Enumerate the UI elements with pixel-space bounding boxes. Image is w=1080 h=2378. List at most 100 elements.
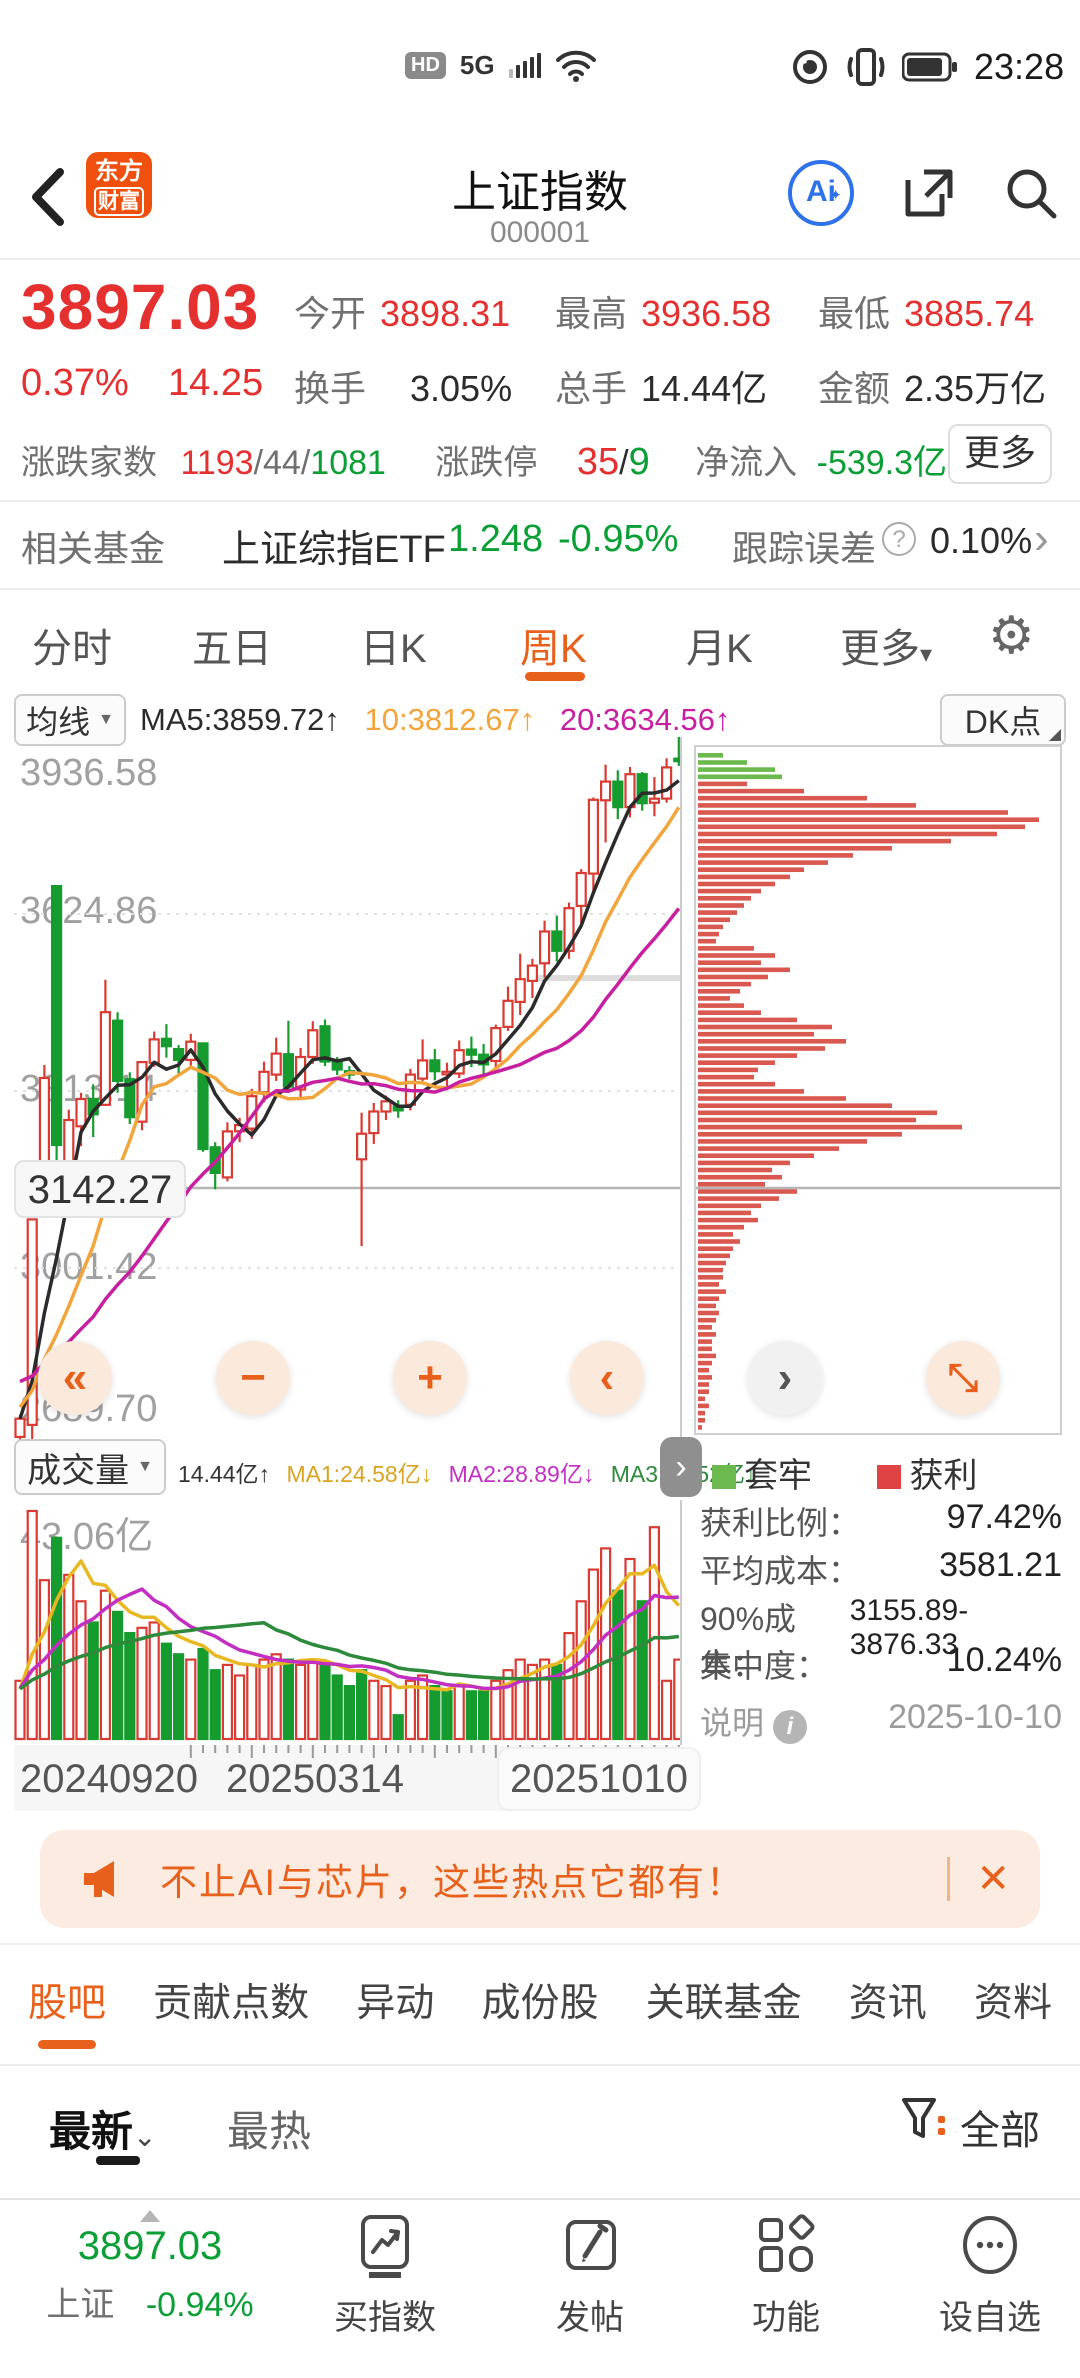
fund-name: 上证综指ETF — [222, 529, 446, 571]
post-icon — [566, 2220, 616, 2270]
change-value: 14.25 — [168, 362, 264, 404]
avg-cost-row: 平均成本： 3581.21 — [700, 1546, 1062, 1589]
ma-selector-button[interactable]: 均线 ▼ — [14, 694, 126, 746]
tab-related-funds[interactable]: 关联基金 — [645, 1982, 802, 2025]
nav-index-pct: -0.94% — [145, 2286, 254, 2324]
nav-label: 买指数 — [334, 2299, 436, 2337]
banner-divider — [947, 1857, 951, 1901]
nav-label: 发帖 — [556, 2299, 624, 2337]
fullscreen-button[interactable]: ⤡ — [926, 1341, 1000, 1415]
tab-profile[interactable]: 资料 — [973, 1982, 1052, 2025]
related-fund-row[interactable]: 相关基金 上证综指ETF 1.248 -0.95% 跟踪误差 ? 0.10% › — [0, 512, 1080, 578]
stock-code: 000001 — [489, 216, 591, 249]
clock: 23:28 — [974, 46, 1065, 87]
nav-index-quote[interactable]: 3897.03 上证 -0.94% — [30, 2210, 270, 2326]
help-icon[interactable]: ? — [882, 522, 916, 556]
ai-label: Ai — [806, 175, 836, 208]
pan-left-button[interactable]: ‹ — [570, 1341, 644, 1415]
buy-index-icon — [361, 2215, 409, 2278]
expand-handle[interactable]: › — [660, 1437, 702, 1497]
pan-right-button[interactable]: › — [748, 1341, 822, 1415]
volume-current: 14.44亿↑ — [178, 1461, 271, 1487]
filter-all-label[interactable]: 全部 — [960, 2109, 1040, 2153]
back-icon[interactable] — [28, 166, 68, 228]
chip-date: 2025-10-10 — [888, 1698, 1062, 1736]
nav-label: 设自选 — [939, 2299, 1041, 2337]
feed-sort-row: 最新⌄ 最热 全部 — [0, 2080, 1080, 2198]
bottom-nav: 3897.03 上证 -0.94% 买指数 发帖 功能 — [0, 2198, 1080, 2378]
banner-text: 不止AI与芯片，这些热点它都有！ — [160, 1862, 745, 1903]
tab-movement[interactable]: 异动 — [356, 1982, 435, 2025]
status-bar: HD 5G 23:28 — [0, 40, 1080, 100]
chart-settings-gear-icon[interactable]: ⚙ — [988, 607, 1035, 665]
chip-distribution-panel[interactable] — [694, 745, 1062, 1435]
sort-hottest[interactable]: 最热 — [227, 2108, 312, 2155]
tab-five-day[interactable]: 五日 — [192, 627, 272, 671]
zoom-out-button[interactable]: − — [216, 1341, 290, 1415]
section-tab-bar: 股吧 贡献点数 异动 成份股 关联基金 资讯 资料 — [0, 1962, 1080, 2062]
tab-daily-k[interactable]: 日K — [360, 627, 427, 671]
nav-add-watchlist[interactable]: 设自选 — [905, 2214, 1075, 2339]
signal-strength-icon — [508, 52, 541, 78]
nav-post[interactable]: 发帖 — [510, 2214, 670, 2339]
profit-ratio-row: 获利比例： 97.42% — [700, 1498, 1062, 1541]
tab-monthly-k[interactable]: 月K — [686, 627, 753, 671]
share-icon[interactable] — [900, 164, 958, 222]
fund-pct: -0.95% — [558, 518, 679, 560]
app-logo: 东方 财富 — [86, 152, 152, 218]
x-axis-label: 20250314 — [226, 1757, 404, 1801]
kline-chart[interactable] — [14, 737, 682, 1445]
functions-grid-icon — [759, 2214, 815, 2272]
tab-news[interactable]: 资讯 — [848, 1982, 927, 2025]
volume-ma2: MA2:28.89亿↓ — [448, 1461, 595, 1487]
filter-funnel-icon[interactable] — [896, 2094, 948, 2146]
promo-banner[interactable]: 不止AI与芯片，这些热点它都有！ ✕ — [40, 1830, 1040, 1928]
volume-chart[interactable] — [14, 1500, 682, 1745]
rewind-button[interactable]: « — [38, 1341, 112, 1415]
triangle-up-icon — [140, 2210, 160, 2222]
volume-selector-button[interactable]: 成交量 ▼ — [14, 1439, 166, 1495]
price-line-tag: 3142.27 — [14, 1160, 186, 1218]
volume-max-label: 43.06亿 — [20, 1516, 154, 1558]
sparkle-icon: ✦ — [829, 187, 842, 204]
nav-functions[interactable]: 功能 — [706, 2214, 866, 2339]
tab-fenshi[interactable]: 分时 — [32, 627, 112, 671]
page-title: 上证指数 — [452, 168, 628, 217]
search-icon[interactable] — [1002, 164, 1060, 222]
tab-guba[interactable]: 股吧 — [28, 1982, 107, 2025]
trapped-legend-label: 套牢 — [744, 1457, 812, 1495]
tab-contribution[interactable]: 贡献点数 — [153, 1982, 310, 2025]
current-price: 3897.03 — [21, 271, 260, 343]
ai-assistant-button[interactable]: Ai ✦ — [788, 160, 854, 226]
note-label[interactable]: 说明 i — [700, 1698, 807, 1744]
tab-more[interactable]: 更多▾ — [840, 627, 933, 671]
y-axis-label: 3624.86 — [20, 890, 158, 932]
network-type-label: 5G — [459, 49, 495, 80]
stat-turnover: 换手 3.05% — [294, 368, 513, 409]
battery-icon — [902, 52, 957, 82]
stat-low: 最低 3885.74 — [818, 293, 1035, 334]
sort-newest[interactable]: 最新⌄ — [49, 2108, 157, 2155]
hd-badge: HD — [405, 51, 446, 79]
dropdown-arrow-icon: ▼ — [137, 1458, 153, 1475]
chip-note-row: 说明 i 2025-10-10 — [700, 1698, 1062, 1744]
banner-close-icon[interactable]: ✕ — [976, 1857, 1010, 1901]
fund-label: 相关基金 — [21, 528, 166, 569]
info-icon[interactable]: i — [772, 1710, 807, 1744]
fund-nav: 1.248 — [448, 518, 544, 560]
eye-comfort-icon — [793, 50, 827, 84]
change-percent: 0.37% — [21, 362, 129, 404]
dk-point-button[interactable]: DK点 — [940, 694, 1066, 746]
x-axis-current-label: 20251010 — [497, 1747, 701, 1811]
concentration-row: 集中度： 10.24% — [700, 1641, 1062, 1684]
volume-ma1: MA1:24.58亿↓ — [286, 1461, 433, 1487]
stat-high: 最高 3936.58 — [555, 293, 772, 334]
tab-constituents[interactable]: 成份股 — [481, 1982, 599, 2025]
nav-buy-index[interactable]: 买指数 — [300, 2214, 470, 2339]
stat-amount: 金额 2.35万亿 — [818, 368, 1047, 409]
chevron-right-icon: › — [1034, 514, 1049, 563]
zoom-in-button[interactable]: + — [393, 1341, 467, 1415]
more-button[interactable]: 更多 — [948, 424, 1052, 484]
tab-weekly-k[interactable]: 周K — [520, 627, 587, 671]
chip-distribution-chart — [696, 753, 1060, 1430]
